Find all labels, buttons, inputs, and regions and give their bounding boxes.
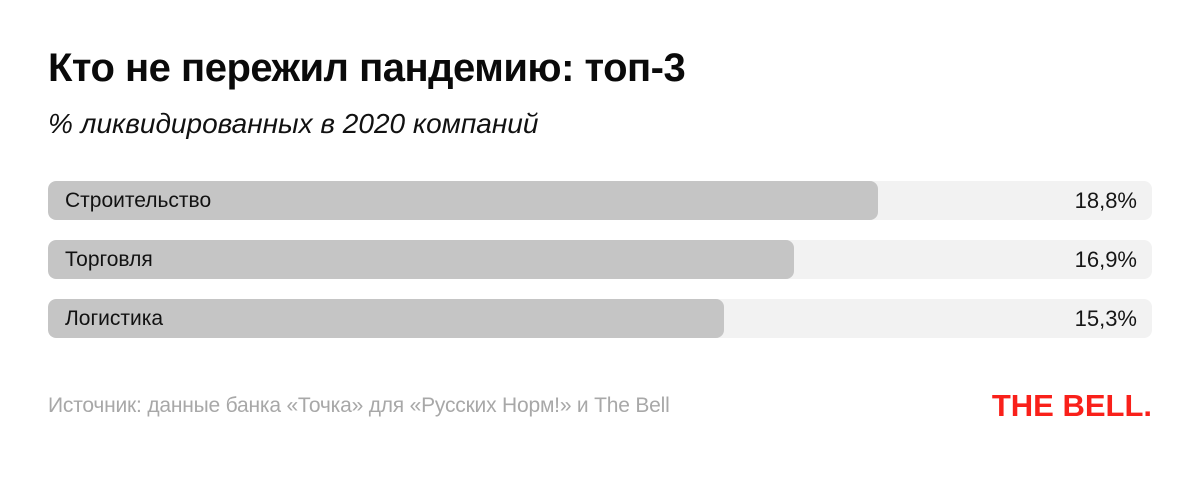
the-bell-logo: THE BELL. [991, 388, 1152, 423]
bar-row: Строительство 18,8% [48, 181, 1152, 220]
bar-value-label: 15,3% [1074, 306, 1137, 331]
bar-row: Торговля 16,9% [48, 240, 1152, 279]
bar-track [48, 181, 1152, 220]
source-credit: Источник: данные банка «Точка» для «Русс… [48, 394, 670, 417]
bar-category-label: Логистика [65, 307, 164, 330]
bar-value-label: 18,8% [1074, 188, 1137, 213]
chart-subtitle: % ликвидированных в 2020 компаний [48, 108, 539, 139]
bar-track [48, 240, 1152, 279]
bar-track [48, 299, 1152, 338]
bar-fill [48, 181, 879, 220]
footer: Источник: данные банка «Точка» для «Русс… [48, 388, 1152, 423]
bar-chart: Строительство 18,8% Торговля 16,9% Логис… [48, 181, 1152, 338]
bar-fill [48, 299, 724, 338]
bar-category-label: Строительство [65, 189, 212, 212]
bar-row: Логистика 15,3% [48, 299, 1152, 338]
bar-value-label: 16,9% [1074, 247, 1137, 272]
chart-title: Кто не пережил пандемию: топ-3 [48, 46, 686, 90]
bar-category-label: Торговля [65, 248, 153, 271]
bar-fill [48, 240, 795, 279]
